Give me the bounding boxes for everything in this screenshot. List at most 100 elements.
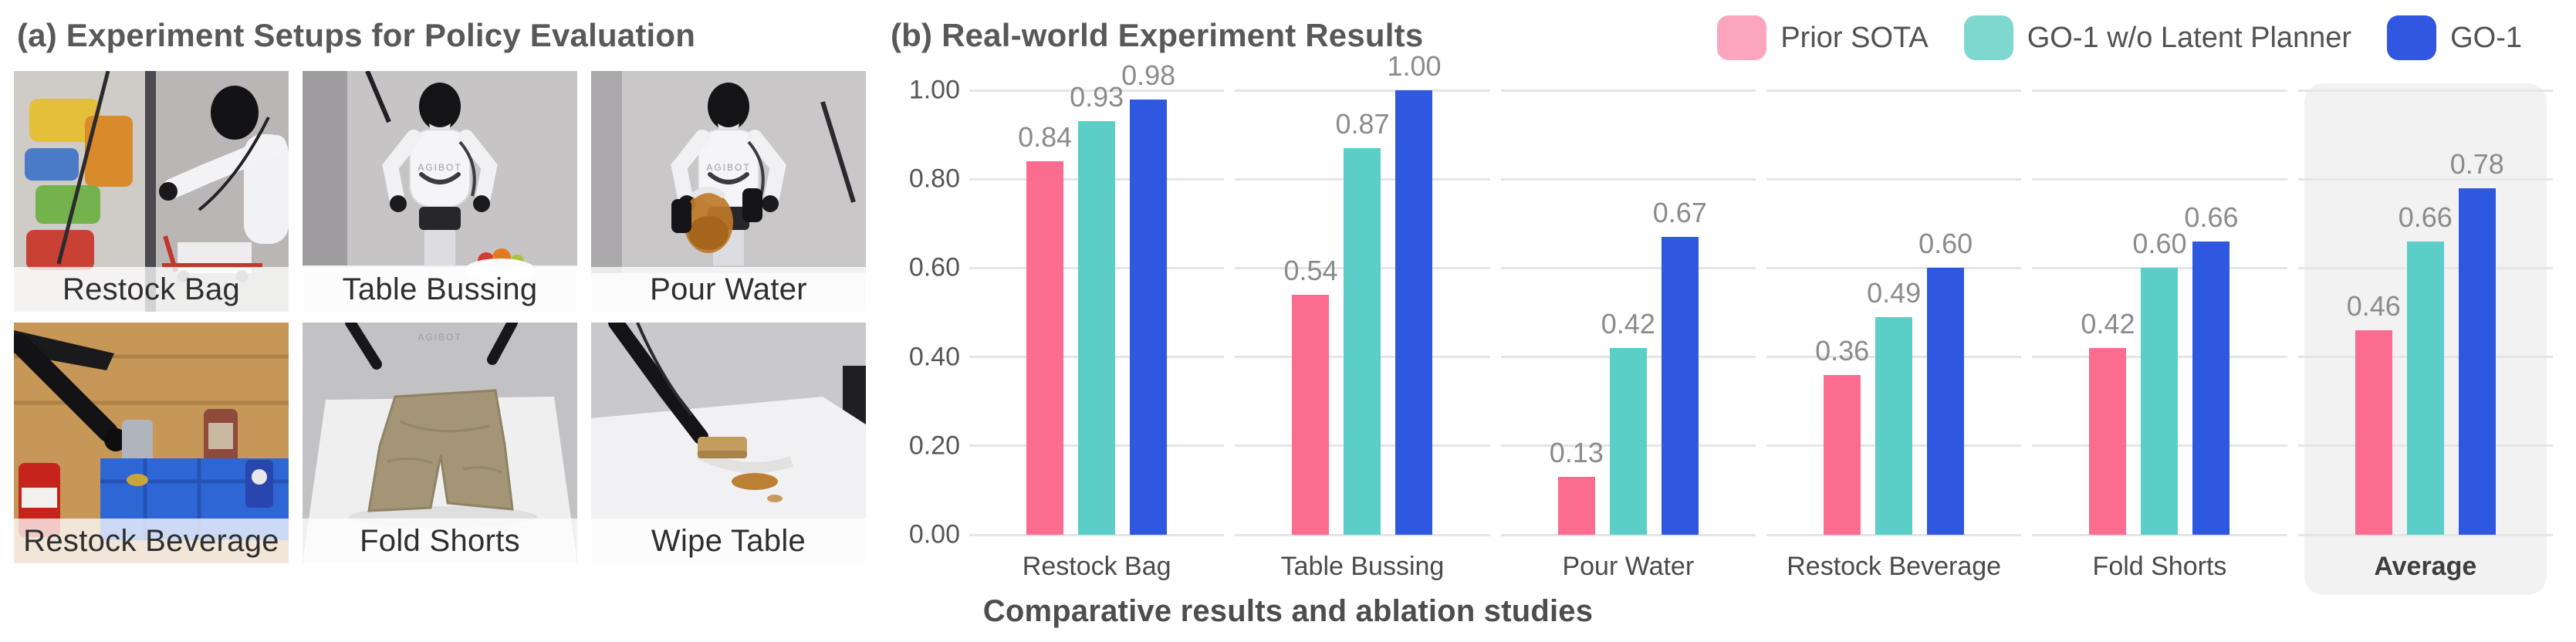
bar-go-1-table-bussing: 1.00 bbox=[1387, 50, 1442, 535]
photo-fold-shorts: AGIBOT Fold Shorts bbox=[303, 323, 577, 563]
robot-brand-text: AGIBOT bbox=[706, 162, 751, 173]
photo-wipe-table: Wipe Table bbox=[591, 323, 866, 563]
y-axis-labels: 0.00 0.20 0.40 0.60 0.80 1.00 bbox=[870, 76, 960, 549]
gridline-0.00 bbox=[2297, 533, 2553, 536]
gridline-0.00 bbox=[1235, 533, 1490, 536]
y-tick-0.80: 0.80 bbox=[908, 164, 960, 194]
bar-value-go-1-w-o-latent-planner-table-bussing: 0.87 bbox=[1335, 107, 1390, 140]
gridline-1.00 bbox=[1500, 89, 1756, 92]
photo-restock-beverage: Restock Beverage bbox=[14, 323, 289, 563]
bar-prior-sota-table-bussing: 0.54 bbox=[1283, 255, 1338, 535]
bar-value-go-1-restock-bag: 0.98 bbox=[1121, 59, 1176, 91]
legend-swatch-prior-sota bbox=[1717, 15, 1767, 60]
legend-label-go1-wo-latent-planner: GO-1 w/o Latent Planner bbox=[2027, 21, 2352, 54]
gridline-0.80 bbox=[1766, 177, 2022, 181]
bar-go-1-pour-water: 0.67 bbox=[1653, 197, 1707, 535]
gridline-0.80 bbox=[1500, 177, 1756, 181]
bar-prior-sota-restock-bag: 0.84 bbox=[1018, 121, 1072, 535]
bar-prior-sota-fold-shorts: 0.42 bbox=[2081, 308, 2135, 535]
panel-a-title: (a) Experiment Setups for Policy Evaluat… bbox=[17, 17, 696, 53]
robot-brand-text: AGIBOT bbox=[418, 162, 462, 173]
chart-facet-restock-beverage: 0.36 0.49 0.60 Restock Beverage bbox=[1766, 89, 2022, 581]
restock-bag-illustration bbox=[14, 71, 289, 312]
photo-label-table-bussing: Table Bussing bbox=[303, 267, 577, 312]
bar-group-restock-bag: 0.84 0.93 0.98 bbox=[969, 59, 1224, 535]
bar-value-go-1-pour-water: 0.67 bbox=[1652, 197, 1707, 229]
bar-go-1-w-o-latent-planner-pour-water: 0.42 bbox=[1601, 308, 1655, 535]
robot-gripper-icon bbox=[14, 334, 127, 451]
chart-facet-fold-shorts: 0.42 0.60 0.66 Fold Shorts bbox=[2032, 89, 2287, 581]
bar-value-go-1-table-bussing: 1.00 bbox=[1387, 50, 1442, 82]
chart-facet-average: 0.46 0.66 0.78 Average bbox=[2297, 83, 2553, 595]
kettle-icon bbox=[671, 187, 762, 253]
experiment-photo-grid: Restock Bag AGIBOT Table Bussing bbox=[14, 71, 866, 563]
bar-go-1-w-o-latent-planner-fold-shorts: 0.60 bbox=[2132, 228, 2187, 535]
panel-b-title: (b) Real-world Experiment Results bbox=[891, 17, 1424, 53]
bar-group-restock-beverage: 0.36 0.49 0.60 bbox=[1766, 228, 2021, 535]
bar-value-go-1-w-o-latent-planner-pour-water: 0.42 bbox=[1601, 308, 1655, 340]
gridline-1.00 bbox=[2032, 89, 2287, 92]
legend-label-go1: GO-1 bbox=[2450, 21, 2522, 54]
shorts-icon bbox=[367, 389, 514, 512]
category-label-restock-bag: Restock Bag bbox=[1022, 552, 1171, 581]
bar-value-prior-sota-average: 0.46 bbox=[2346, 290, 2401, 323]
bar-value-prior-sota-fold-shorts: 0.42 bbox=[2081, 308, 2135, 340]
robot-icon bbox=[159, 86, 289, 244]
bar-value-go-1-w-o-latent-planner-restock-beverage: 0.49 bbox=[1867, 276, 1922, 309]
gridline-0.00 bbox=[2032, 533, 2287, 536]
legend-item-go1: GO-1 bbox=[2387, 15, 2522, 60]
category-label-average: Average bbox=[2374, 552, 2477, 581]
gridline-0.80 bbox=[2297, 177, 2553, 181]
bar-value-go-1-average: 0.78 bbox=[2449, 147, 2504, 180]
y-tick-0.40: 0.40 bbox=[908, 342, 960, 372]
bar-go-1-restock-beverage: 0.60 bbox=[1918, 228, 1973, 535]
bar-go-1-w-o-latent-planner-restock-beverage: 0.49 bbox=[1867, 277, 1921, 535]
photo-label-wipe-table: Wipe Table bbox=[591, 519, 866, 563]
bar-value-prior-sota-table-bussing: 0.54 bbox=[1283, 254, 1338, 286]
photo-table-bussing: AGIBOT Table Bussing bbox=[303, 71, 577, 312]
bar-value-prior-sota-restock-bag: 0.84 bbox=[1018, 121, 1073, 154]
bar-group-fold-shorts: 0.42 0.60 0.66 bbox=[2032, 201, 2287, 535]
bar-value-go-1-w-o-latent-planner-average: 0.66 bbox=[2398, 201, 2453, 233]
photo-restock-bag: Restock Bag bbox=[14, 71, 289, 312]
robot-brand-text: AGIBOT bbox=[418, 332, 462, 343]
bar-go-1-fold-shorts: 0.66 bbox=[2184, 201, 2239, 535]
bar-value-prior-sota-pour-water: 0.13 bbox=[1549, 437, 1604, 469]
legend-item-prior-sota: Prior SOTA bbox=[1717, 15, 1929, 60]
photo-label-restock-bag: Restock Bag bbox=[14, 267, 289, 312]
bar-go-1-w-o-latent-planner-restock-bag: 0.93 bbox=[1070, 81, 1124, 535]
robot-gripper-icon bbox=[608, 323, 708, 444]
bar-value-go-1-w-o-latent-planner-restock-bag: 0.93 bbox=[1070, 81, 1124, 113]
gridline-1.00 bbox=[969, 89, 1225, 92]
chart-facet-restock-bag: 0.84 0.93 0.98 Restock Bag bbox=[969, 59, 1225, 581]
bar-prior-sota-average: 0.46 bbox=[2347, 290, 2401, 535]
category-label-restock-beverage: Restock Beverage bbox=[1787, 552, 2002, 581]
bar-go-1-w-o-latent-planner-average: 0.66 bbox=[2399, 201, 2453, 535]
bar-value-go-1-fold-shorts: 0.66 bbox=[2184, 201, 2239, 233]
gridline-0.80 bbox=[2032, 177, 2287, 181]
bar-go-1-average: 0.78 bbox=[2450, 148, 2504, 535]
y-tick-0.20: 0.20 bbox=[908, 431, 960, 461]
bar-value-prior-sota-restock-beverage: 0.36 bbox=[1815, 334, 1870, 367]
figure-caption: Comparative results and ablation studies bbox=[982, 594, 1594, 628]
gridline-0.00 bbox=[1766, 533, 2022, 536]
gridline-0.00 bbox=[1500, 533, 1756, 536]
legend-swatch-go1 bbox=[2387, 15, 2437, 60]
spill-icon bbox=[732, 473, 778, 490]
legend-item-go1-wo-latent-planner: GO-1 w/o Latent Planner bbox=[1963, 15, 2352, 60]
chart-legend: Prior SOTA GO-1 w/o Latent Planner GO-1 bbox=[1717, 15, 2522, 60]
legend-label-prior-sota: Prior SOTA bbox=[1780, 21, 1929, 54]
bar-go-1-restock-bag: 0.98 bbox=[1121, 59, 1175, 535]
bar-group-average: 0.46 0.66 0.78 bbox=[2298, 148, 2553, 535]
y-tick-1.00: 1.00 bbox=[908, 75, 960, 105]
category-label-fold-shorts: Fold Shorts bbox=[2092, 552, 2227, 581]
bar-value-go-1-w-o-latent-planner-fold-shorts: 0.60 bbox=[2132, 228, 2187, 260]
gridline-1.00 bbox=[1235, 89, 1490, 92]
legend-swatch-go1-wo-latent-planner bbox=[1963, 15, 2013, 60]
bar-prior-sota-pour-water: 0.13 bbox=[1550, 437, 1604, 535]
sponge-icon bbox=[698, 437, 747, 458]
bar-prior-sota-restock-beverage: 0.36 bbox=[1815, 335, 1869, 535]
plot-area: 0.84 0.93 0.98 Restock Bag 0.54 0.87 1.00 Table… bbox=[969, 50, 2553, 595]
category-label-table-bussing: Table Bussing bbox=[1280, 552, 1445, 581]
